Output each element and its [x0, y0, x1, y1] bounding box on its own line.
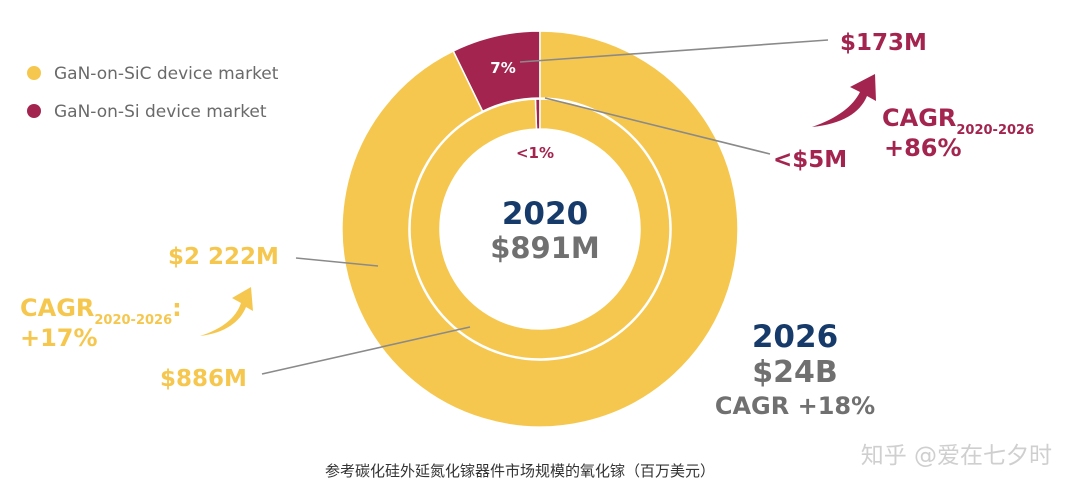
- legend-swatch-gan-on-sic: [27, 66, 41, 80]
- summary-2026-cagr: CAGR +18%: [715, 392, 875, 420]
- cagr-left: CAGR2020-2026: +17%: [20, 294, 182, 352]
- leader-line-886m: [261, 326, 471, 375]
- arrow-up-right-icon: [200, 287, 253, 336]
- summary-2026: 2026 $24B CAGR +18%: [715, 319, 875, 420]
- leader-line-2222m: [295, 257, 379, 267]
- arrow-up-right-icon: [812, 74, 876, 127]
- center-year: 2020: [502, 196, 588, 232]
- leader-line-5m: [544, 97, 771, 155]
- caption: 参考碳化硅外延氮化镓器件市场规模的氧化镓（百万美元）: [325, 462, 715, 480]
- value-label-886m: $886M: [160, 366, 247, 392]
- summary-2026-value: $24B: [752, 355, 838, 390]
- cagr-left-value: +17%: [20, 324, 98, 352]
- slice-gan-on-sic-device-market: [409, 98, 671, 360]
- leader-line-173m: [519, 39, 829, 63]
- value-label-173m: $173M: [840, 30, 927, 56]
- summary-2026-year: 2026: [752, 319, 838, 355]
- outer-ring-2026: [341, 30, 739, 428]
- value-label-5m: <$5M: [773, 147, 847, 173]
- legend: GaN-on-SiC device market GaN-on-Si devic…: [27, 64, 279, 122]
- pct-label-lt1: <1%: [516, 144, 554, 162]
- inner-ring-2020: [409, 98, 671, 360]
- center-value: $891M: [490, 231, 600, 265]
- cagr-right-label: CAGR2020-2026: [882, 104, 1034, 138]
- pct-label-7: 7%: [490, 59, 515, 77]
- legend-label-gan-on-sic: GaN-on-SiC device market: [54, 64, 279, 84]
- legend-label-gan-on-si: GaN-on-Si device market: [54, 102, 267, 122]
- cagr-right-sub: 2020-2026: [956, 123, 1034, 138]
- slice-gan-on-sic-device-market: [341, 30, 739, 428]
- leader-lines: [261, 39, 829, 375]
- watermark: 知乎 @爱在七夕时: [861, 443, 1052, 469]
- cagr-right: CAGR2020-2026 +86%: [882, 104, 1034, 162]
- cagr-right-value: +86%: [884, 134, 962, 162]
- cagr-left-colon: :: [172, 294, 182, 322]
- legend-swatch-gan-on-si: [27, 104, 41, 118]
- cagr-left-sub: 2020-2026: [94, 313, 172, 328]
- cagr-left-label: CAGR2020-2026:: [20, 294, 182, 328]
- value-label-2222m: $2 222M: [168, 244, 279, 270]
